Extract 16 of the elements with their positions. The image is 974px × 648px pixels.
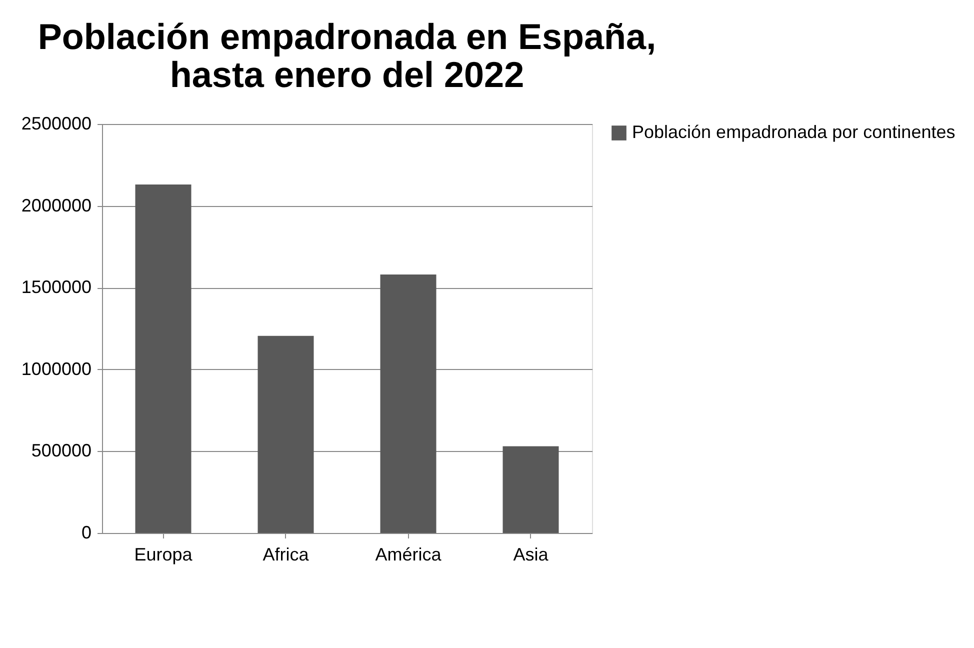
x-tick-label: América (375, 544, 442, 564)
text: Población empadronada en España, (38, 16, 656, 57)
x-tick-label: Asia (513, 544, 550, 564)
bar (380, 274, 436, 533)
x-tick-label: Africa (262, 544, 310, 564)
bar (135, 184, 192, 533)
x-tick-label: Europa (134, 544, 194, 564)
bar (258, 336, 314, 533)
y-tick-label: 0 (81, 522, 92, 542)
y-tick-label: 1500000 (21, 277, 92, 298)
y-tick-label: 1000000 (21, 358, 92, 379)
y-tick-label: 500000 (31, 440, 92, 461)
bar (502, 446, 559, 533)
y-tick-label: 2000000 (21, 195, 92, 216)
y-tick-label: 2500000 (21, 114, 92, 134)
legend-label: Población empadronada por continentes (632, 122, 956, 142)
